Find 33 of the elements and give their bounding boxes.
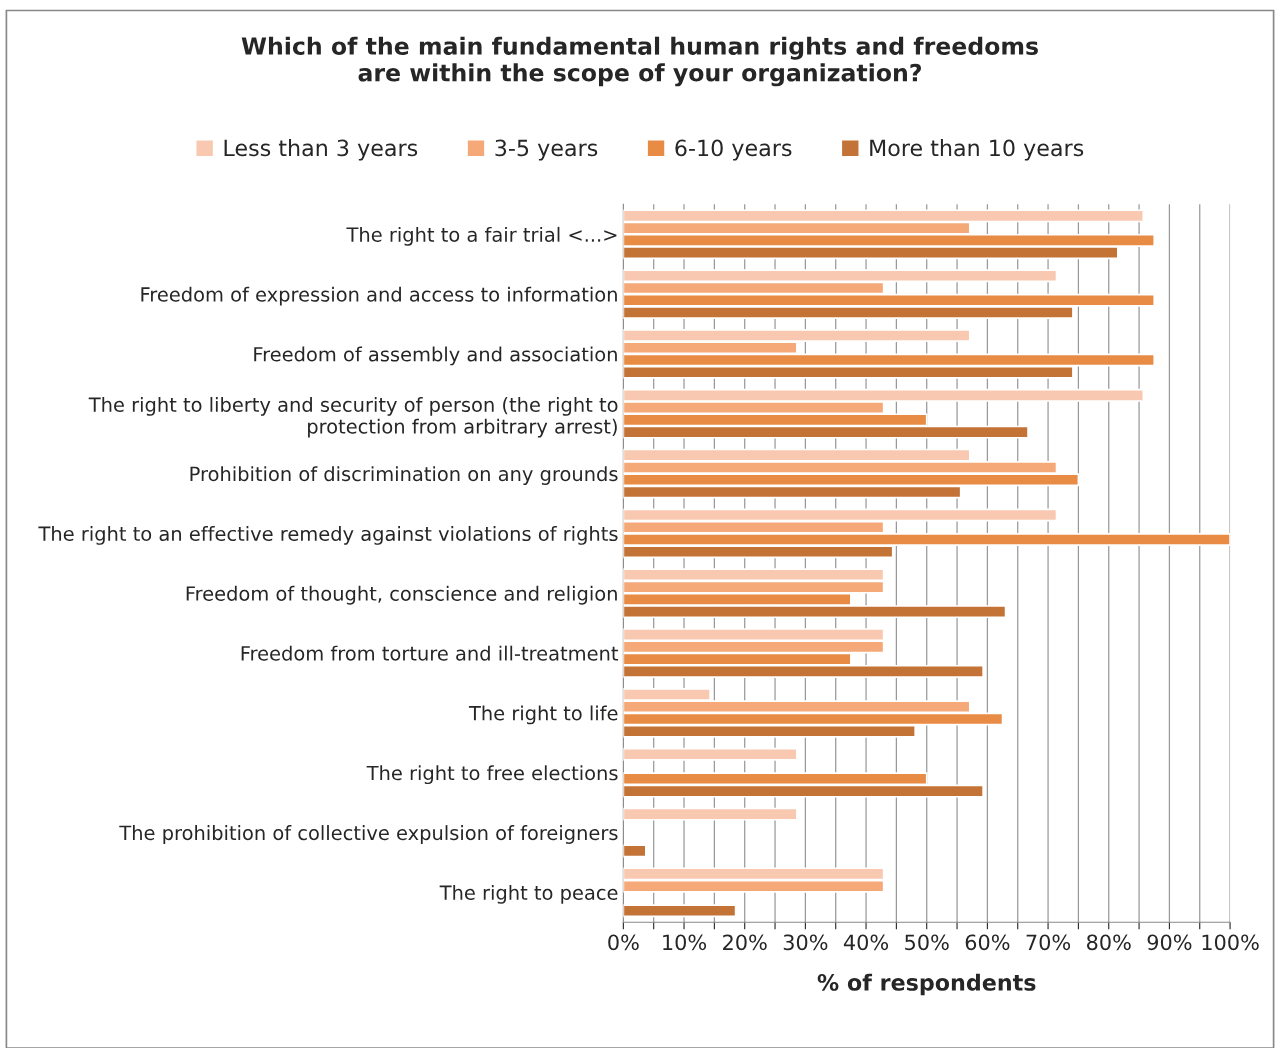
bar (623, 747, 798, 761)
y-tick-label: The right to a fair trial <...> (346, 226, 617, 246)
y-tick-label: The right to free elections (366, 765, 618, 785)
legend-label: More than 10 years (870, 139, 1084, 161)
x-tick-label: 40% (843, 934, 889, 951)
y-tick-label: The right to life (468, 705, 618, 725)
chart-title: Which of the main fundamental human rights and freedoms are within the scope of your organization? (241, 36, 1038, 87)
y-tick-label: Freedom of expression and access to information (141, 286, 617, 306)
x-tick-label: 90% (1147, 934, 1192, 951)
x-tick-label: 10% (663, 934, 707, 951)
x-tick-label: 70% (1026, 934, 1071, 951)
bar (623, 807, 798, 821)
y-tick-label: Freedom of thought, conscience and religion (186, 585, 617, 605)
x-tick-label: 80% (1087, 934, 1131, 951)
y-tick-label: Freedom of assembly and association (254, 346, 617, 366)
x-tick-label: 20% (723, 934, 767, 951)
x-tick-label: 0% (608, 934, 639, 951)
y-tick-label: The prohibition of collective expulsion of foreigners (119, 825, 618, 844)
y-tick-label: Freedom from torture and ill-treatment (241, 645, 619, 661)
x-tick-label: 30% (783, 934, 828, 951)
legend-label: Less than 3 years (224, 139, 418, 161)
y-tick-label: The right to peace (439, 884, 618, 904)
y-tick-label: The right to an effective remedy against violations of rights (38, 526, 618, 545)
x-tick-label: 100% (1202, 934, 1259, 951)
y-tick-label: Prohibition of discrimination on any grounds (190, 466, 618, 485)
legend-label: 6-10 years (675, 139, 792, 161)
x-axis-title: % of respondents (817, 973, 1036, 996)
x-tick-label: 50% (905, 934, 949, 951)
bar (623, 844, 647, 858)
x-tick-label: 60% (965, 934, 1010, 951)
legend-label: 3-5 years (495, 139, 598, 161)
y-tick-label: The right to liberty and security of person (the right to protection from arbitrary arrest) (88, 396, 618, 438)
bar (623, 904, 737, 918)
